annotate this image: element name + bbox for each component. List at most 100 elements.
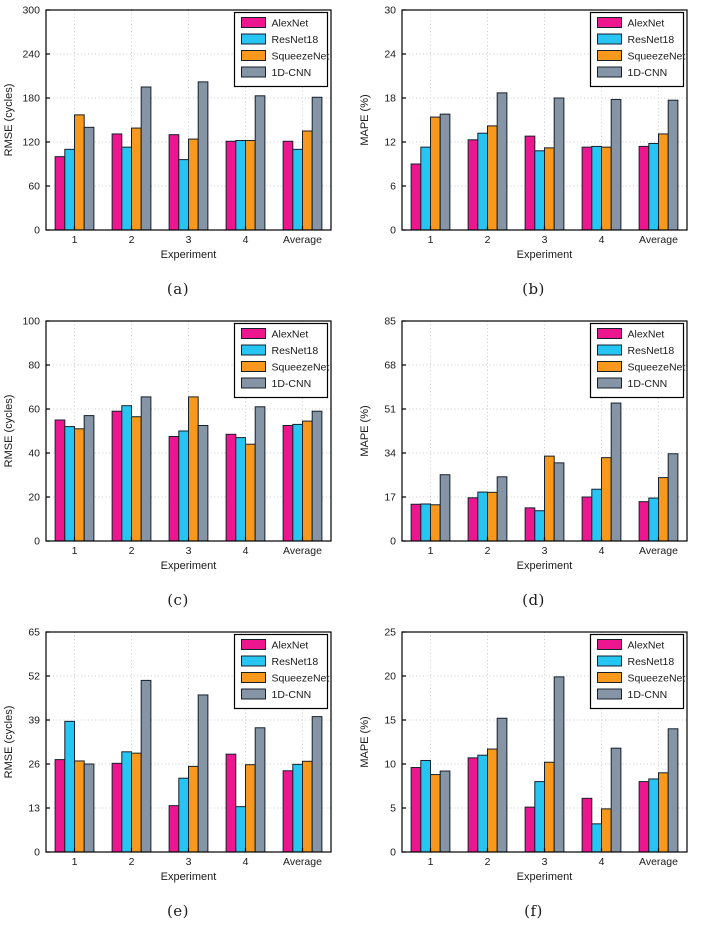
legend-label-1D-CNN: 1D-CNN xyxy=(272,67,312,79)
bar-AlexNet-1 xyxy=(54,419,66,542)
bar-SqueezeNet-2 xyxy=(487,491,498,542)
bar-1D-CNN-4 xyxy=(254,406,266,542)
x-axis-label: Experiment xyxy=(161,871,217,883)
bar-1D-CNN-Average xyxy=(311,96,323,231)
bar-SqueezeNet-1 xyxy=(74,760,85,853)
bar-SqueezeNet-Average xyxy=(302,760,313,853)
y-tick-label: 52 xyxy=(28,671,40,683)
bar-ResNet18-1 xyxy=(64,720,75,853)
bar-SqueezeNet-3 xyxy=(544,761,555,853)
legend-label-SqueezeNet: SqueezeNet xyxy=(628,362,686,374)
bar-ResNet18-2 xyxy=(121,146,132,231)
bar-1D-CNN-3 xyxy=(197,694,209,853)
bar-1D-CNN-Average xyxy=(311,410,323,542)
bar-1D-CNN-2 xyxy=(140,86,152,231)
legend-swatch-SqueezeNet xyxy=(241,672,266,683)
y-tick-label: 40 xyxy=(28,448,40,460)
y-tick-label: 100 xyxy=(22,316,40,328)
x-tick-label: 4 xyxy=(243,234,249,246)
y-tick-label: 5 xyxy=(390,803,396,815)
y-tick-label: 0 xyxy=(390,225,396,237)
x-tick-label: 2 xyxy=(129,234,135,246)
bar-1D-CNN-4 xyxy=(610,98,622,231)
legend-swatch-SqueezeNet xyxy=(241,361,266,372)
caption-a: (a) xyxy=(166,279,190,298)
y-tick-label: 65 xyxy=(28,627,40,639)
x-tick-label: 4 xyxy=(243,545,249,557)
y-tick-label: 300 xyxy=(22,5,40,17)
bar-AlexNet-3 xyxy=(168,134,180,231)
x-tick-label: 4 xyxy=(599,234,605,246)
bar-SqueezeNet-2 xyxy=(131,752,142,853)
y-tick-label: 0 xyxy=(34,225,40,237)
bar-SqueezeNet-4 xyxy=(601,808,612,853)
legend-label-ResNet18: ResNet18 xyxy=(628,345,675,357)
legend-swatch-1D-CNN xyxy=(597,377,622,389)
bar-AlexNet-2 xyxy=(467,757,479,853)
bar-AlexNet-4 xyxy=(225,140,237,231)
caption-b: (b) xyxy=(522,279,545,298)
legend: AlexNet ResNet18 SqueezeNet 1D-CNN xyxy=(589,11,685,88)
legend-label-ResNet18: ResNet18 xyxy=(272,34,319,46)
chart-c: 0 20 40 60 80 100 1 2 3 4 Average Experiment RMSE (c… xyxy=(3,316,332,572)
y-tick-label: 10 xyxy=(384,759,396,771)
bar-AlexNet-3 xyxy=(524,806,536,853)
legend-swatch-AlexNet xyxy=(241,639,266,650)
bar-1D-CNN-4 xyxy=(254,95,266,231)
x-tick-label: Average xyxy=(639,856,678,868)
bar-SqueezeNet-Average xyxy=(302,130,313,231)
bar-ResNet18-3 xyxy=(534,510,545,542)
y-axis-label: RMSE (cycles) xyxy=(3,395,15,468)
x-tick-label: 3 xyxy=(542,545,548,557)
bar-SqueezeNet-1 xyxy=(430,774,441,853)
y-tick-label: 68 xyxy=(384,360,396,372)
bar-ResNet18-2 xyxy=(477,491,488,542)
x-tick-label: 2 xyxy=(485,856,491,868)
bar-1D-CNN-Average xyxy=(667,99,679,231)
y-tick-label: 0 xyxy=(34,536,40,548)
bar-AlexNet-Average xyxy=(282,140,294,231)
legend-swatch-SqueezeNet xyxy=(597,672,622,683)
bar-1D-CNN-1 xyxy=(439,770,451,853)
y-tick-label: 120 xyxy=(22,137,40,149)
bar-AlexNet-Average xyxy=(638,781,650,853)
chart-panel-d: 0 17 34 51 68 85 1 2 3 4 Average Experiment MAPE (%)… xyxy=(356,311,711,622)
bar-1D-CNN-4 xyxy=(610,402,622,542)
bar-1D-CNN-3 xyxy=(197,425,209,542)
bar-AlexNet-3 xyxy=(168,805,180,853)
bar-SqueezeNet-3 xyxy=(544,147,555,231)
x-tick-label: 1 xyxy=(428,234,434,246)
y-axis-label: RMSE (cycles) xyxy=(3,706,15,779)
legend-swatch-1D-CNN xyxy=(241,66,266,78)
bar-1D-CNN-1 xyxy=(83,415,95,542)
bar-ResNet18-2 xyxy=(121,751,132,853)
bar-SqueezeNet-3 xyxy=(188,765,199,853)
bar-ResNet18-3 xyxy=(178,430,189,542)
bar-AlexNet-1 xyxy=(54,156,66,231)
x-tick-label: 2 xyxy=(129,856,135,868)
legend-label-AlexNet: AlexNet xyxy=(628,640,665,652)
legend-swatch-1D-CNN xyxy=(597,66,622,78)
bar-ResNet18-Average xyxy=(648,142,659,231)
legend-label-AlexNet: AlexNet xyxy=(272,18,309,30)
bar-AlexNet-4 xyxy=(225,753,237,853)
y-tick-label: 12 xyxy=(384,137,396,149)
bar-AlexNet-Average xyxy=(638,145,650,231)
legend-label-AlexNet: AlexNet xyxy=(272,640,309,652)
bar-ResNet18-3 xyxy=(178,777,189,853)
bar-1D-CNN-3 xyxy=(553,97,565,231)
x-tick-label: Average xyxy=(283,545,322,557)
caption-d: (d) xyxy=(522,590,545,609)
legend-swatch-AlexNet xyxy=(241,328,266,339)
bar-1D-CNN-4 xyxy=(610,747,622,853)
bar-AlexNet-4 xyxy=(581,146,593,231)
bar-SqueezeNet-Average xyxy=(658,133,669,231)
legend-label-1D-CNN: 1D-CNN xyxy=(628,67,668,79)
bar-ResNet18-1 xyxy=(420,503,431,542)
y-tick-label: 20 xyxy=(28,492,40,504)
x-tick-label: 3 xyxy=(542,856,548,868)
x-axis-label: Experiment xyxy=(161,560,217,572)
legend-label-AlexNet: AlexNet xyxy=(272,329,309,341)
legend: AlexNet ResNet18 SqueezeNet 1D-CNN xyxy=(589,322,686,399)
